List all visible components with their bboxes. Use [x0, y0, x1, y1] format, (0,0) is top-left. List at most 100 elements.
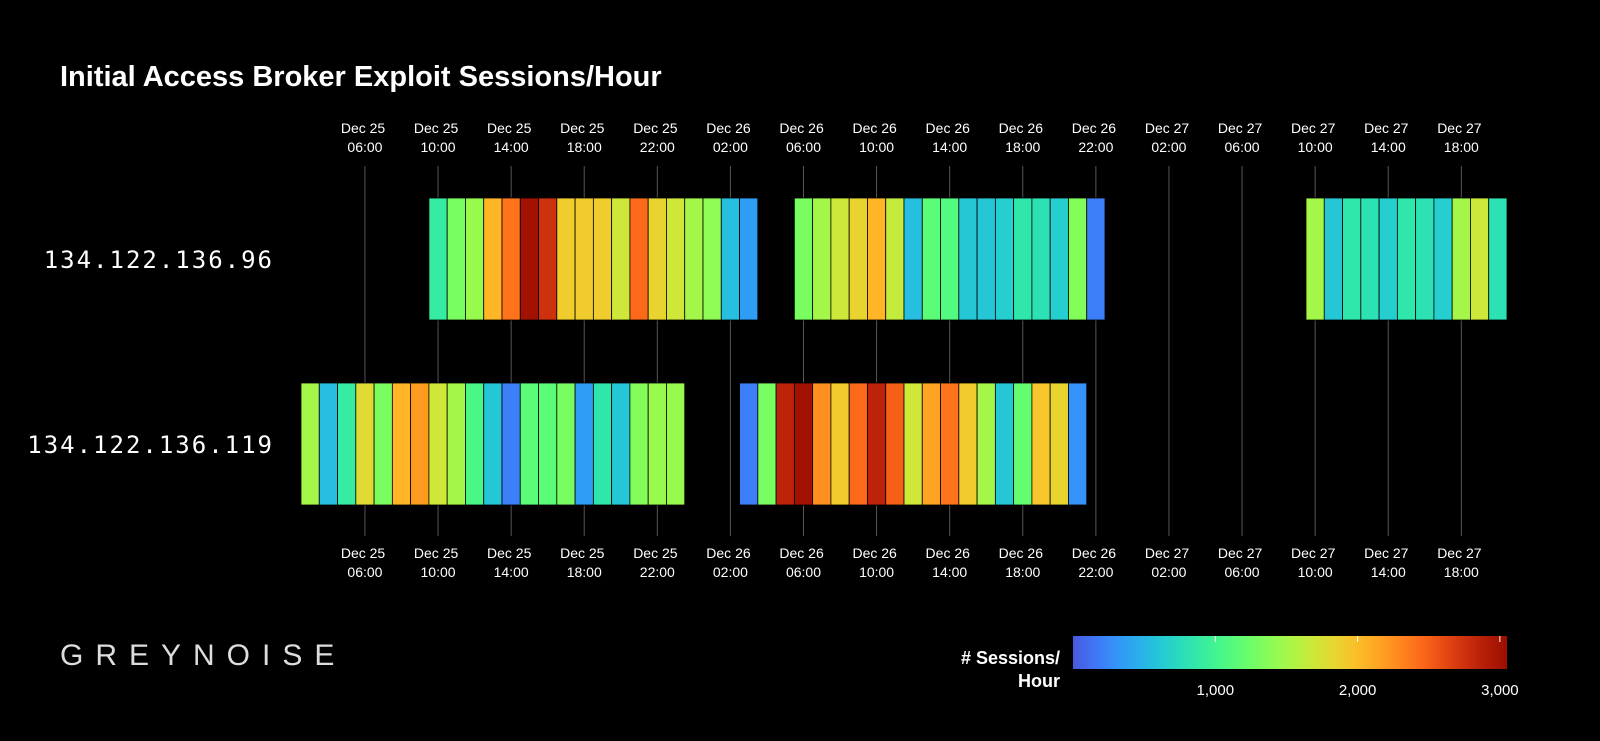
colorbar-tick-label: 3,000	[1481, 682, 1519, 699]
heat-cell	[903, 382, 923, 506]
row-label: 134.122.136.119	[27, 431, 274, 459]
heat-cell	[994, 197, 1015, 321]
heat-cell	[958, 382, 978, 506]
heat-cell	[867, 382, 887, 506]
heat-cell	[1049, 197, 1069, 321]
x-tick-label-bottom: Dec 26 10:00	[852, 545, 900, 580]
heat-cell	[976, 197, 996, 321]
heat-cell	[921, 382, 941, 506]
x-tick-label-bottom: Dec 26 02:00	[706, 545, 754, 580]
heat-cell	[428, 197, 448, 321]
heat-cell	[793, 197, 814, 321]
x-tick-label-bottom: Dec 25 14:00	[487, 545, 535, 580]
colorbar-label: # Sessions/	[961, 648, 1060, 668]
heat-cell	[793, 382, 814, 506]
heat-cell	[1323, 197, 1343, 321]
heat-cell	[1086, 197, 1106, 321]
heat-cell	[848, 197, 868, 321]
heat-cell	[538, 197, 558, 321]
x-tick-label-bottom: Dec 27 10:00	[1291, 545, 1339, 580]
heat-cell	[519, 197, 539, 321]
heat-cell	[666, 382, 686, 506]
heat-cell	[592, 197, 613, 321]
heat-cell	[611, 197, 631, 321]
heat-cell	[739, 197, 759, 321]
heat-cell	[318, 382, 338, 506]
heat-cell	[501, 197, 521, 321]
heat-cell	[629, 197, 649, 321]
heat-cell	[611, 382, 631, 506]
x-tick-label-top: Dec 27 10:00	[1291, 120, 1339, 155]
heat-cell	[940, 382, 960, 506]
heat-cell	[757, 382, 777, 506]
heat-cell	[1068, 197, 1088, 321]
heat-cell	[337, 382, 357, 506]
heat-cell	[1488, 197, 1508, 321]
heat-cell	[1396, 197, 1417, 321]
chart-title: Initial Access Broker Exploit Sessions/H…	[60, 61, 662, 93]
heat-cell	[1378, 197, 1398, 321]
heat-cell	[1049, 382, 1069, 506]
heat-cell	[1433, 197, 1453, 321]
heat-cell	[1013, 382, 1033, 506]
heat-cell	[574, 197, 594, 321]
heat-cell	[958, 197, 978, 321]
x-tick-label-top: Dec 25 14:00	[487, 120, 535, 155]
heat-cell	[538, 382, 558, 506]
x-tick-label-bottom: Dec 25 22:00	[633, 545, 681, 580]
heat-cell	[885, 382, 905, 506]
x-tick-label-bottom: Dec 27 02:00	[1145, 545, 1193, 580]
heat-cell	[501, 382, 521, 506]
colorbar-tick-label: 2,000	[1339, 682, 1377, 699]
x-tick-label-top: Dec 26 10:00	[852, 120, 900, 155]
heat-cell	[867, 197, 887, 321]
row-label: 134.122.136.96	[44, 246, 274, 274]
heat-cell	[465, 197, 485, 321]
heat-cell	[647, 382, 667, 506]
heat-cell	[812, 382, 832, 506]
heat-cell	[812, 197, 832, 321]
heat-cell	[903, 197, 923, 321]
x-tick-label-bottom: Dec 27 14:00	[1364, 545, 1412, 580]
heat-cell	[629, 382, 649, 506]
heat-cell	[428, 382, 448, 506]
heat-cell	[647, 197, 667, 321]
x-tick-label-bottom: Dec 27 18:00	[1437, 545, 1485, 580]
x-tick-label-bottom: Dec 25 06:00	[341, 545, 389, 580]
heat-cell	[465, 382, 485, 506]
heat-cell	[830, 382, 850, 506]
x-tick-label-top: Dec 27 14:00	[1364, 120, 1412, 155]
heat-cell	[830, 197, 850, 321]
heat-cell	[720, 197, 740, 321]
heat-cell	[373, 382, 393, 506]
heat-cell	[1031, 382, 1051, 506]
x-tick-label-bottom: Dec 25 10:00	[414, 545, 462, 580]
x-tick-label-bottom: Dec 25 18:00	[560, 545, 608, 580]
heat-cell	[976, 382, 996, 506]
heat-cell	[410, 382, 430, 506]
x-tick-label-bottom: Dec 27 06:00	[1218, 545, 1266, 580]
x-tick-label-top: Dec 27 18:00	[1437, 120, 1485, 155]
heat-cell	[300, 382, 320, 506]
heat-cell	[1342, 197, 1362, 321]
x-tick-label-top: Dec 26 02:00	[706, 120, 754, 155]
heat-cell	[519, 382, 539, 506]
colorbar	[1073, 636, 1507, 669]
x-tick-label-top: Dec 25 10:00	[414, 120, 462, 155]
x-tick-label-top: Dec 26 18:00	[999, 120, 1047, 155]
heat-cell	[446, 382, 466, 506]
heat-cell	[666, 197, 686, 321]
heat-cell	[592, 382, 613, 506]
heat-cell	[1470, 197, 1490, 321]
heat-cell	[1451, 197, 1471, 321]
heat-cell	[739, 382, 759, 506]
heat-cell	[483, 382, 503, 506]
heat-cell	[391, 382, 412, 506]
heat-cell	[940, 197, 960, 321]
heat-cell	[921, 197, 941, 321]
heat-cell	[848, 382, 868, 506]
heat-cell	[994, 382, 1015, 506]
heat-cell	[1415, 197, 1435, 321]
heat-cell	[1305, 197, 1325, 321]
